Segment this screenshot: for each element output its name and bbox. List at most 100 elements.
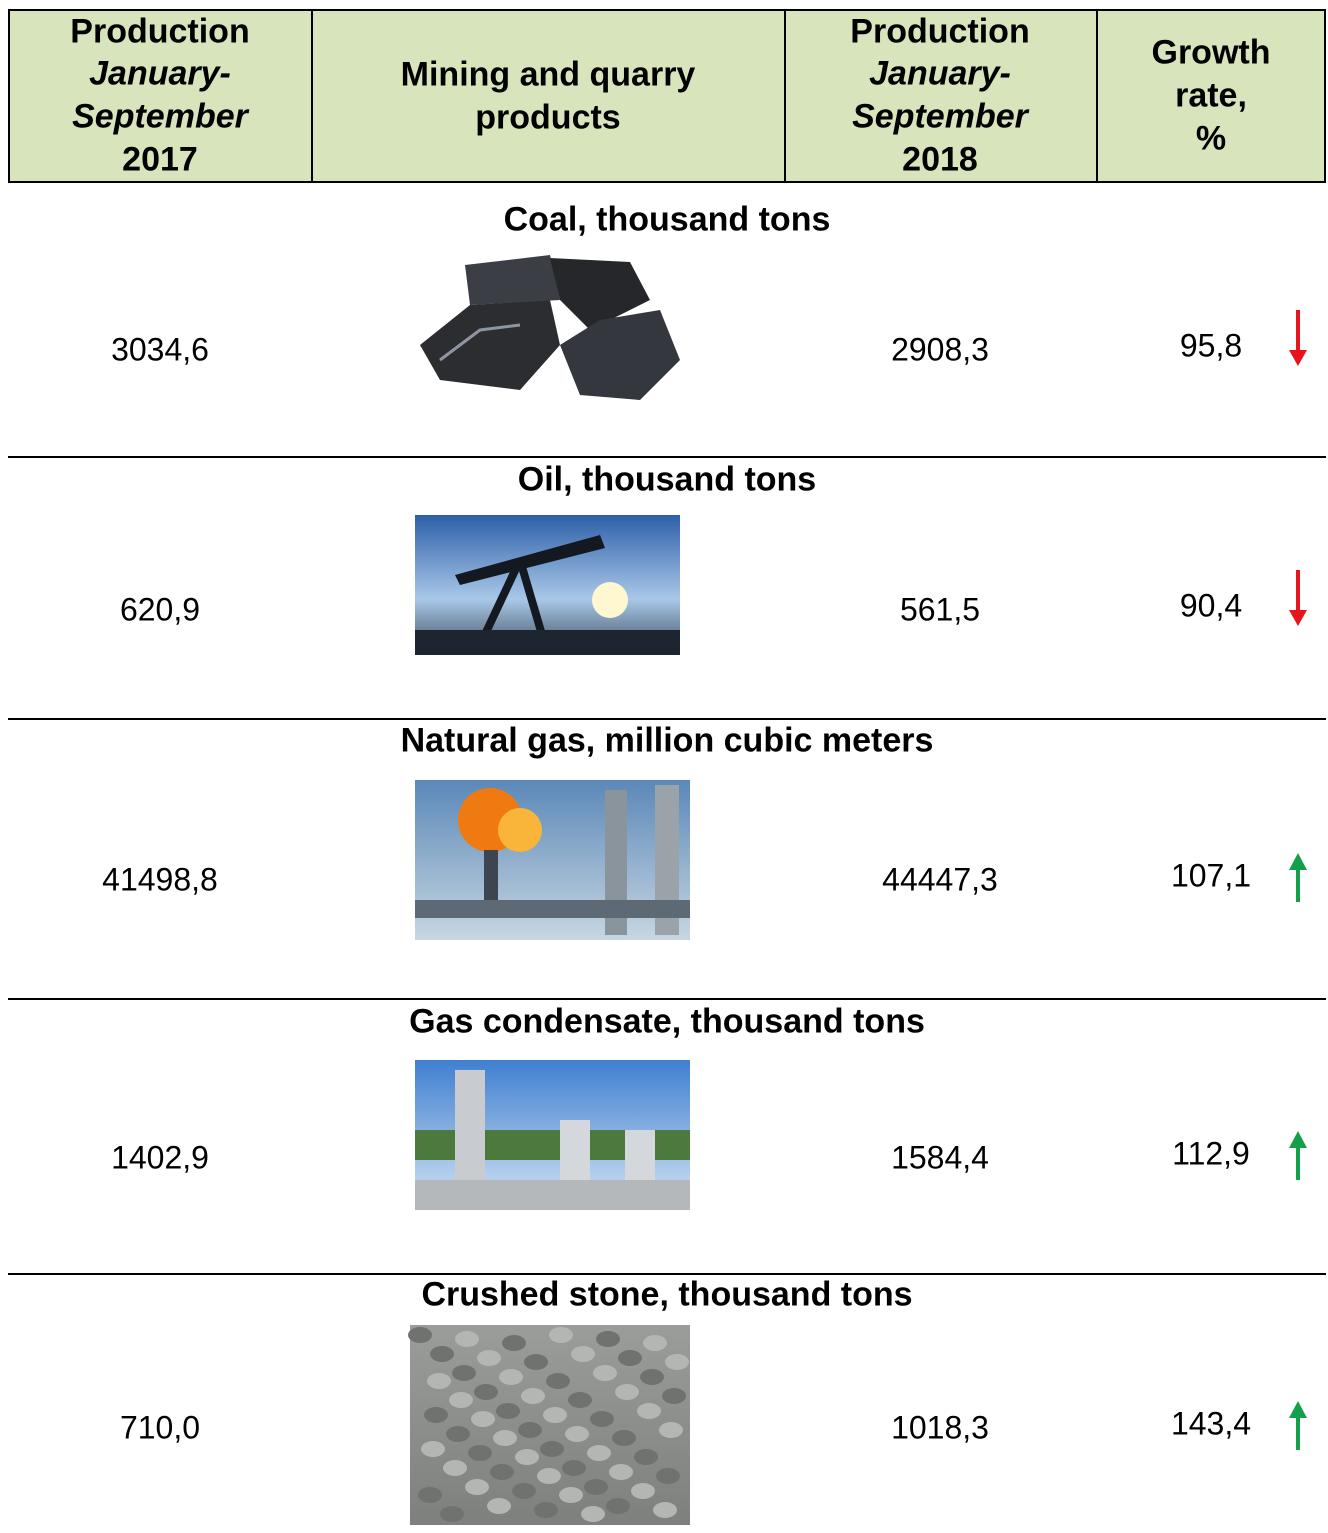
header-text: September bbox=[72, 98, 248, 137]
pebble bbox=[559, 1487, 583, 1503]
stack bbox=[484, 850, 498, 900]
value-2018: 1018,3 bbox=[891, 1410, 989, 1447]
pebble bbox=[634, 1449, 658, 1465]
coal bbox=[560, 310, 680, 400]
header-text: Production bbox=[70, 13, 249, 52]
pebble bbox=[615, 1384, 639, 1400]
pebble bbox=[656, 1468, 680, 1484]
pebble bbox=[562, 1460, 586, 1476]
pebble bbox=[546, 1373, 570, 1389]
header-text: Production bbox=[850, 13, 1029, 52]
header-text: January- bbox=[89, 55, 231, 94]
pebble bbox=[487, 1498, 511, 1514]
pebble bbox=[477, 1350, 501, 1366]
value-2017: 1402,9 bbox=[111, 1140, 209, 1177]
pebble bbox=[587, 1445, 611, 1461]
pebble bbox=[440, 1506, 464, 1522]
section-divider bbox=[8, 998, 1326, 1000]
pebble bbox=[421, 1441, 445, 1457]
pebble bbox=[612, 1430, 636, 1446]
section-divider bbox=[8, 456, 1326, 458]
growth-rate: 107,1 bbox=[1171, 858, 1251, 895]
pebble bbox=[424, 1407, 448, 1423]
pebble bbox=[534, 1502, 558, 1518]
pebble bbox=[540, 1441, 564, 1457]
sun bbox=[592, 582, 628, 618]
pebble bbox=[665, 1354, 689, 1370]
pebble bbox=[465, 1479, 489, 1495]
pebble bbox=[418, 1487, 442, 1503]
pebble bbox=[596, 1331, 620, 1347]
pebble bbox=[565, 1426, 589, 1442]
pebble bbox=[452, 1365, 476, 1381]
pebble bbox=[512, 1483, 536, 1499]
product-image bbox=[415, 1060, 690, 1210]
pebble bbox=[474, 1384, 498, 1400]
trend-arrow bbox=[1289, 610, 1307, 626]
pebble bbox=[637, 1403, 661, 1419]
pebble bbox=[471, 1411, 495, 1427]
pebble bbox=[490, 1464, 514, 1480]
growth-rate: 112,9 bbox=[1172, 1136, 1250, 1173]
tank bbox=[455, 1070, 485, 1180]
header-text: Growth bbox=[1152, 34, 1271, 73]
trend-arrow bbox=[1289, 350, 1307, 366]
header-text: products bbox=[475, 99, 620, 138]
section-title: Coal, thousand tons bbox=[504, 201, 831, 240]
section-title: Crushed stone, thousand tons bbox=[421, 1276, 912, 1315]
pebble bbox=[518, 1422, 542, 1438]
value-2017: 3034,6 bbox=[111, 332, 209, 369]
tank bbox=[560, 1120, 590, 1190]
pipe bbox=[415, 900, 690, 918]
pebble bbox=[662, 1388, 686, 1404]
pebble bbox=[549, 1327, 573, 1343]
growth-rate: 143,4 bbox=[1171, 1406, 1251, 1443]
section-title: Oil, thousand tons bbox=[518, 461, 816, 500]
pebble bbox=[659, 1422, 683, 1438]
product-image bbox=[415, 780, 690, 940]
pebble bbox=[581, 1506, 605, 1522]
header-text: Mining and quarry bbox=[401, 56, 696, 95]
product-image bbox=[420, 255, 680, 400]
pebble bbox=[496, 1403, 520, 1419]
value-2017: 620,9 bbox=[120, 592, 200, 629]
value-2018: 44447,3 bbox=[882, 862, 998, 899]
pebble bbox=[446, 1426, 470, 1442]
page: Production January- September 2017 Minin… bbox=[0, 0, 1328, 1533]
pebble bbox=[543, 1407, 567, 1423]
pebble bbox=[455, 1331, 479, 1347]
pebble bbox=[653, 1502, 677, 1518]
flame bbox=[498, 808, 542, 852]
header-text: January- bbox=[869, 55, 1011, 94]
value-2018: 1584,4 bbox=[891, 1140, 989, 1177]
pebble bbox=[584, 1479, 608, 1495]
trend-arrow bbox=[1289, 1401, 1307, 1418]
header-text: 2018 bbox=[902, 141, 978, 180]
pebble bbox=[537, 1468, 561, 1484]
section-title: Gas condensate, thousand tons bbox=[409, 1003, 925, 1042]
pebble bbox=[609, 1464, 633, 1480]
product-image bbox=[408, 1325, 690, 1525]
header-text: rate, bbox=[1175, 77, 1247, 116]
trend-arrow bbox=[1289, 853, 1307, 870]
pebble bbox=[443, 1460, 467, 1476]
product-image bbox=[415, 515, 680, 655]
pebble bbox=[408, 1327, 432, 1343]
ground bbox=[415, 1180, 690, 1210]
pebble bbox=[427, 1373, 451, 1389]
value-2018: 561,5 bbox=[900, 592, 980, 629]
header-text: % bbox=[1196, 120, 1226, 159]
pebble bbox=[493, 1430, 517, 1446]
growth-rate: 95,8 bbox=[1180, 328, 1242, 365]
header-text: 2017 bbox=[122, 141, 198, 180]
value-2018: 2908,3 bbox=[891, 332, 989, 369]
pebble bbox=[640, 1369, 664, 1385]
ground bbox=[415, 630, 680, 655]
pebble bbox=[593, 1365, 617, 1381]
pebble bbox=[521, 1388, 545, 1404]
section-divider bbox=[8, 718, 1326, 720]
pebble bbox=[571, 1346, 595, 1362]
pebble bbox=[499, 1369, 523, 1385]
trend-arrow bbox=[1289, 1131, 1307, 1148]
growth-rate: 90,4 bbox=[1180, 588, 1242, 625]
